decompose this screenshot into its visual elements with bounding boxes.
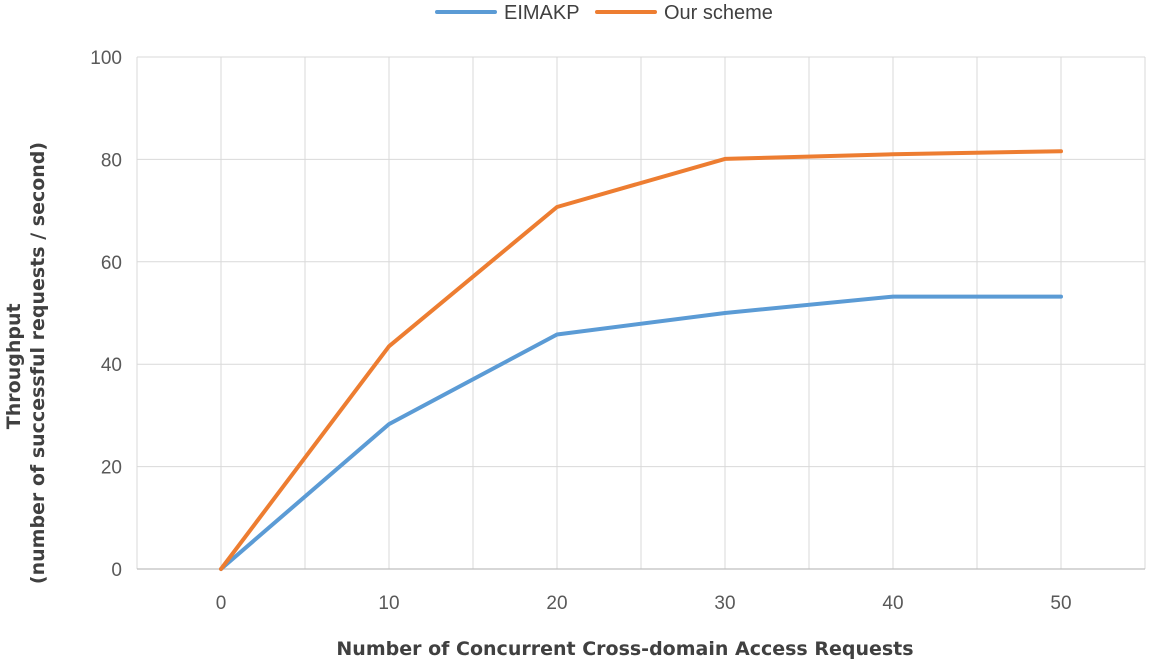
x-tick-label: 20	[546, 593, 567, 614]
x-tick-label: 30	[714, 593, 735, 614]
y-axis-title-line-2: (number of successful requests / second)	[27, 142, 49, 584]
y-tick-label: 80	[101, 150, 122, 171]
svg-text:Throughput (number of su: Throughput (number of successful request…	[3, 142, 49, 584]
x-tick-label: 0	[216, 593, 227, 614]
y-tick-label: 0	[111, 560, 122, 581]
gridlines	[136, 56, 1146, 569]
y-axis-title: Throughput (number of successful request…	[3, 142, 49, 584]
x-tick-labels: 0 10 20 30 40 50	[216, 593, 1072, 614]
legend-item-our-scheme: Our scheme	[595, 2, 773, 24]
legend-label: EIMAKP	[504, 2, 580, 24]
y-tick-labels: 0 20 40 60 80 100	[90, 48, 122, 581]
y-tick-label: 40	[101, 355, 122, 376]
series-lines	[219, 149, 1063, 571]
y-tick-label: 100	[90, 48, 122, 69]
legend-item-eimakp: EIMAKP	[435, 2, 580, 24]
series-line-our-scheme	[219, 149, 1063, 571]
legend: EIMAKP Our scheme	[435, 2, 773, 24]
legend-label: Our scheme	[664, 2, 773, 24]
x-tick-label: 10	[378, 593, 399, 614]
series-line-eimakp	[219, 294, 1063, 571]
x-tick-label: 50	[1050, 593, 1071, 614]
y-tick-label: 60	[101, 253, 122, 274]
y-tick-label: 20	[101, 458, 122, 479]
x-tick-label: 40	[882, 593, 903, 614]
y-axis-title-line-1: Throughput	[3, 303, 25, 429]
x-axis-title: Number of Concurrent Cross-domain Access…	[336, 638, 913, 660]
